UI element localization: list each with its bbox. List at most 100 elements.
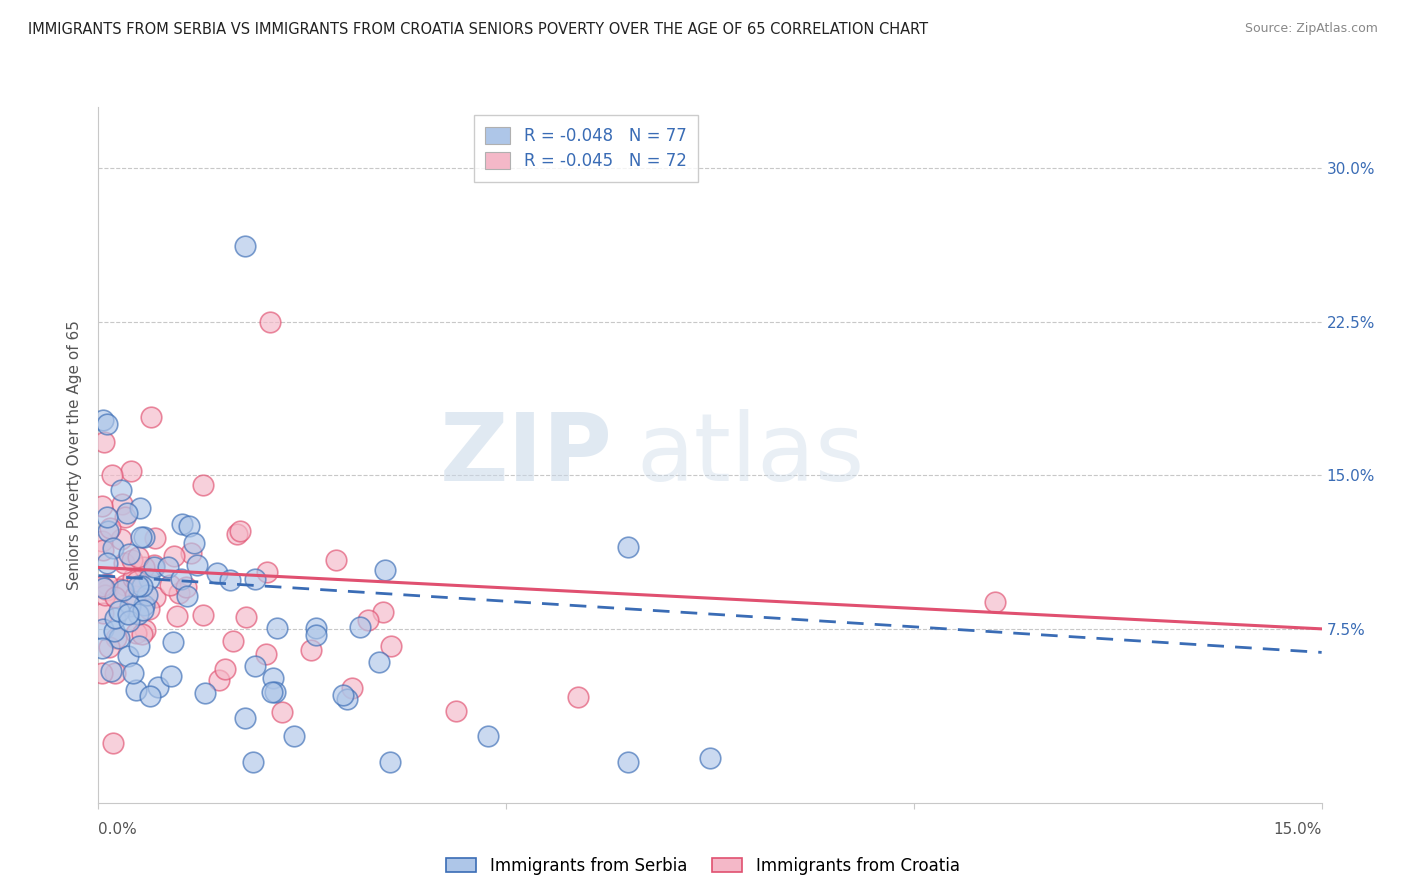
Point bbox=[129, 530, 152, 544]
Point bbox=[270, 706, 292, 720]
Point bbox=[122, 666, 145, 681]
Point bbox=[304, 621, 326, 635]
Point bbox=[110, 483, 132, 498]
Point bbox=[134, 623, 156, 637]
Point bbox=[374, 564, 396, 578]
Point bbox=[91, 500, 114, 514]
Text: IMMIGRANTS FROM SERBIA VS IMMIGRANTS FROM CROATIA SENIORS POVERTY OVER THE AGE O: IMMIGRANTS FROM SERBIA VS IMMIGRANTS FRO… bbox=[28, 22, 928, 37]
Point bbox=[205, 566, 228, 580]
Point bbox=[120, 464, 142, 478]
Point bbox=[266, 621, 288, 635]
Point bbox=[183, 536, 205, 550]
Point bbox=[97, 640, 120, 655]
Point bbox=[138, 601, 160, 615]
Point bbox=[157, 559, 180, 574]
Point bbox=[332, 688, 354, 702]
Point bbox=[128, 639, 150, 653]
Point bbox=[143, 531, 166, 545]
Point bbox=[172, 516, 194, 531]
Legend: Immigrants from Serbia, Immigrants from Croatia: Immigrants from Serbia, Immigrants from … bbox=[447, 856, 959, 875]
Point bbox=[124, 589, 146, 603]
Point bbox=[104, 610, 127, 624]
Point bbox=[170, 572, 193, 586]
Point bbox=[128, 500, 150, 515]
Point bbox=[305, 628, 328, 642]
Point bbox=[477, 729, 499, 743]
Point bbox=[127, 607, 149, 621]
Point bbox=[91, 413, 114, 427]
Point bbox=[617, 755, 640, 769]
Point bbox=[108, 582, 131, 596]
Point bbox=[115, 506, 138, 520]
Point bbox=[208, 673, 231, 687]
Point bbox=[984, 595, 1007, 609]
Point bbox=[142, 559, 165, 574]
Point bbox=[101, 736, 124, 750]
Point bbox=[262, 671, 284, 685]
Point bbox=[100, 664, 122, 678]
Point bbox=[242, 755, 264, 769]
Point bbox=[91, 534, 114, 549]
Point bbox=[104, 665, 127, 680]
Point bbox=[96, 582, 118, 597]
Y-axis label: Seniors Poverty Over the Age of 65: Seniors Poverty Over the Age of 65 bbox=[67, 320, 83, 590]
Point bbox=[139, 410, 162, 425]
Point bbox=[117, 607, 139, 621]
Point bbox=[111, 582, 134, 597]
Point bbox=[256, 565, 278, 579]
Point bbox=[162, 635, 184, 649]
Point bbox=[226, 527, 249, 541]
Point bbox=[159, 578, 181, 592]
Text: Source: ZipAtlas.com: Source: ZipAtlas.com bbox=[1244, 22, 1378, 36]
Point bbox=[356, 613, 378, 627]
Point bbox=[176, 589, 198, 603]
Point bbox=[131, 627, 153, 641]
Point bbox=[191, 478, 214, 492]
Point bbox=[138, 573, 160, 587]
Point bbox=[121, 571, 143, 585]
Point bbox=[91, 665, 114, 680]
Point bbox=[254, 647, 277, 661]
Point bbox=[104, 631, 127, 645]
Point bbox=[131, 579, 153, 593]
Point bbox=[114, 556, 136, 570]
Point bbox=[117, 649, 139, 664]
Point bbox=[177, 519, 200, 533]
Point bbox=[143, 590, 166, 604]
Point bbox=[245, 573, 267, 587]
Point bbox=[96, 417, 118, 432]
Point bbox=[117, 614, 139, 628]
Point bbox=[380, 639, 402, 653]
Point bbox=[214, 662, 236, 676]
Point bbox=[259, 315, 281, 329]
Point bbox=[125, 682, 148, 697]
Point bbox=[108, 604, 131, 618]
Point bbox=[134, 560, 156, 574]
Point bbox=[97, 524, 120, 538]
Point bbox=[193, 608, 215, 623]
Point bbox=[91, 543, 114, 558]
Point bbox=[118, 547, 141, 561]
Point bbox=[325, 553, 347, 567]
Point bbox=[114, 578, 136, 592]
Point bbox=[233, 711, 256, 725]
Text: ZIP: ZIP bbox=[439, 409, 612, 501]
Point bbox=[121, 553, 143, 567]
Point bbox=[96, 577, 118, 591]
Point bbox=[186, 558, 208, 573]
Point bbox=[127, 579, 149, 593]
Point bbox=[110, 532, 132, 546]
Point bbox=[125, 626, 148, 640]
Point bbox=[111, 497, 134, 511]
Point bbox=[699, 751, 721, 765]
Point bbox=[299, 643, 322, 657]
Point bbox=[132, 599, 155, 613]
Text: 0.0%: 0.0% bbox=[98, 822, 138, 837]
Point bbox=[283, 729, 305, 743]
Point bbox=[142, 558, 165, 573]
Point bbox=[180, 546, 202, 560]
Point bbox=[166, 609, 188, 624]
Point bbox=[132, 530, 155, 544]
Point bbox=[139, 689, 162, 703]
Point bbox=[159, 668, 181, 682]
